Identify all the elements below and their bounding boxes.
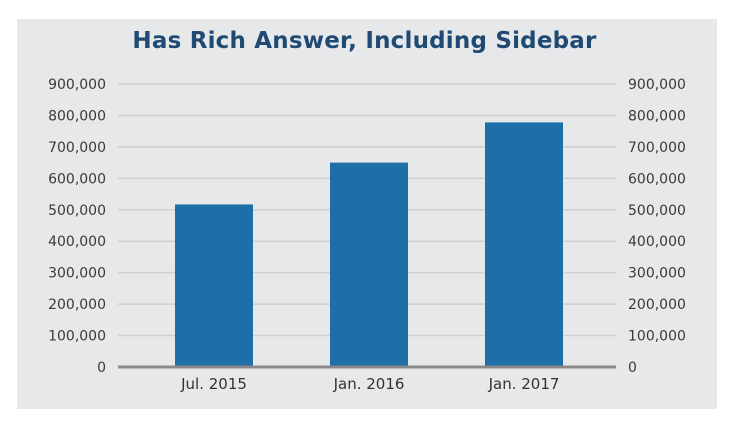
y-tick-label-left: 200,000 xyxy=(48,297,106,313)
y-tick-label-left: 600,000 xyxy=(48,171,106,187)
bar xyxy=(175,204,253,367)
axes: 0 0 100,000 100,000 200,000 200,000 300,000 300… xyxy=(48,77,686,393)
y-tick-label-right: 900,000 xyxy=(628,77,686,93)
y-tick-label-right: 0 xyxy=(628,360,637,376)
y-tick-label-left: 100,000 xyxy=(48,329,106,345)
y-tick-label-left: 800,000 xyxy=(48,108,106,124)
y-tick-label-left: 900,000 xyxy=(48,77,106,93)
y-tick-label-right: 100,000 xyxy=(628,329,686,345)
y-tick-label-left: 400,000 xyxy=(48,234,106,250)
y-tick-label-right: 400,000 xyxy=(628,234,686,250)
y-tick-label-left: 300,000 xyxy=(48,266,106,282)
y-tick-label-right: 700,000 xyxy=(628,140,686,156)
y-tick-label-right: 300,000 xyxy=(628,266,686,282)
bar xyxy=(330,162,408,367)
y-tick-label-right: 500,000 xyxy=(628,203,686,219)
y-tick-label-left: 0 xyxy=(97,360,106,376)
x-tick-label: Jan. 2017 xyxy=(488,375,560,393)
y-tick-label-right: 800,000 xyxy=(628,108,686,124)
y-tick-label-right: 600,000 xyxy=(628,171,686,187)
y-tick-label-right: 200,000 xyxy=(628,297,686,313)
y-tick-label-left: 500,000 xyxy=(48,203,106,219)
chart-title: Has Rich Answer, Including Sidebar xyxy=(132,28,597,54)
bar xyxy=(485,122,563,368)
bars xyxy=(175,122,563,368)
x-tick-label: Jul. 2015 xyxy=(180,375,247,393)
y-tick-label-left: 700,000 xyxy=(48,140,106,156)
x-tick-label: Jan. 2016 xyxy=(333,375,405,393)
